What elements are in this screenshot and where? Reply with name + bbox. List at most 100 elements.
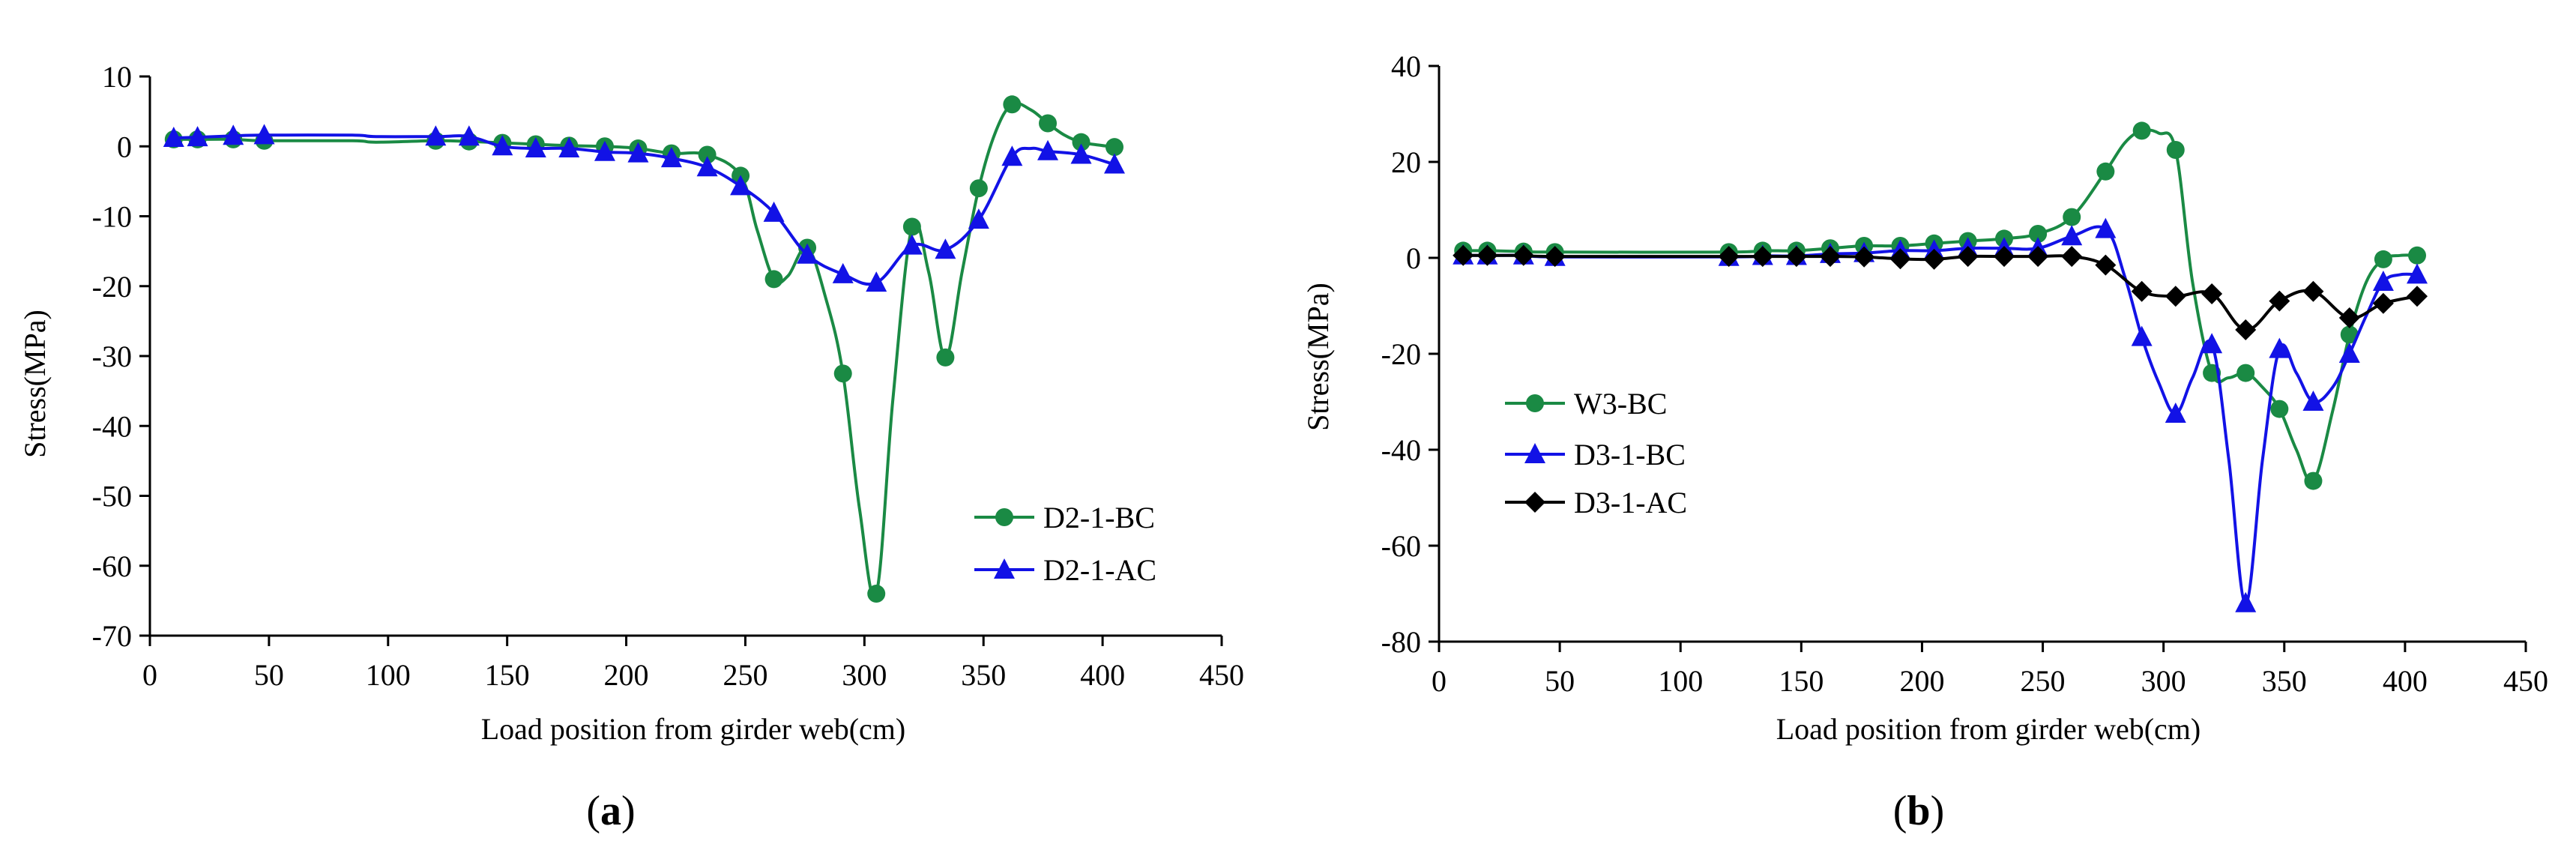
data-point-d2-1-ac-148 (492, 135, 513, 156)
data-point-d3-1-bc-362 (2302, 391, 2324, 411)
data-point-d3-1-bc-262 (2061, 225, 2083, 246)
legend-label-d2-1-ac: D2-1-AC (1043, 553, 1156, 587)
data-point-w3-bc-334 (2236, 364, 2255, 382)
data-point-d3-1-ac-248 (2027, 246, 2049, 268)
y-tick-label-a--70: -70 (92, 619, 132, 653)
data-point-d3-1-ac-219 (1957, 246, 1979, 268)
data-point-d3-1-ac-35 (1512, 244, 1534, 266)
data-point-w3-bc-362 (2304, 471, 2323, 490)
data-point-d3-1-ac-291 (2131, 280, 2153, 302)
axes-a: 0 50 100 150 200 250 300 350 400 450100-10-20-30-… (92, 60, 1244, 692)
y-tick-label-a-10: 10 (102, 60, 132, 94)
data-point-d3-1-ac-348 (2269, 290, 2290, 312)
data-point-d2-1-bc-334 (936, 348, 955, 367)
data-point-d2-1-ac-276 (797, 243, 818, 264)
y-axis-label-a: Stress(MPa) (18, 310, 52, 458)
data-point-d3-1-ac-377 (2338, 307, 2360, 328)
legend-marker-d3-1-ac (1524, 492, 1545, 513)
x-tick-label-b-150: 150 (1779, 664, 1824, 698)
data-point-w3-bc-276 (2096, 162, 2115, 181)
data-point-w3-bc-377 (2340, 325, 2359, 344)
y-tick-label-b-20: 20 (1391, 145, 1421, 179)
panel-label-a-letter: a (600, 788, 621, 834)
data-point-d3-1-ac-10 (1453, 244, 1474, 266)
data-point-d3-1-ac-120 (1718, 246, 1740, 268)
data-point-d3-1-bc-291 (2131, 325, 2153, 346)
data-point-d2-1-ac-48 (253, 124, 275, 145)
data-point-d3-1-ac-205 (1923, 248, 1945, 270)
y-tick-label-b-40: 40 (1391, 49, 1421, 83)
data-point-d3-1-ac-48 (1544, 246, 1566, 268)
data-point-w3-bc-348 (2270, 400, 2289, 418)
legend-label-d2-1-bc: D2-1-BC (1043, 501, 1155, 534)
data-point-d2-1-ac-35 (223, 124, 244, 145)
data-point-d2-1-bc-391 (1072, 133, 1091, 151)
data-point-d2-1-ac-391 (1070, 143, 1092, 164)
legend-label-d3-1-bc: D3-1-BC (1574, 438, 1686, 471)
data-point-d3-1-ac-405 (2407, 286, 2428, 307)
y-tick-label-a--20: -20 (92, 270, 132, 304)
data-point-d2-1-bc-234 (698, 145, 717, 164)
series-layer-a (163, 95, 1125, 603)
data-point-d3-1-ac-162 (1820, 246, 1841, 268)
x-tick-label-b-250: 250 (2021, 664, 2066, 698)
panel-label-b-letter: b (1907, 788, 1930, 834)
data-point-d3-1-ac-362 (2302, 280, 2324, 302)
data-point-d2-1-ac-248 (730, 175, 752, 196)
data-point-w3-bc-262 (2063, 208, 2081, 226)
series-line-d2-1-ac (173, 133, 1115, 286)
x-axis-label-b: Load position from girder web(cm) (1776, 712, 2201, 746)
y-tick-label-a--40: -40 (92, 409, 132, 443)
data-point-d2-1-bc-377 (1039, 114, 1058, 133)
y-tick-label-a--30: -30 (92, 340, 132, 373)
y-tick-label-a-0: 0 (117, 130, 132, 163)
legend-label-w3-bc: W3-BC (1574, 387, 1667, 421)
data-point-d2-1-ac-262 (763, 201, 785, 222)
y-tick-label-b--80: -80 (1381, 625, 1421, 659)
x-tick-label-b-350: 350 (2262, 664, 2307, 698)
x-tick-label-b-400: 400 (2383, 664, 2428, 698)
chart-panel-b: 0 50 100 150 200 250 300 350 400 45040200-20-40-6… (1301, 49, 2548, 834)
legend-a: D2-1-BC D2-1-AC (974, 501, 1156, 587)
axes-b: 0 50 100 150 200 250 300 350 400 45040200-20-40-6… (1381, 49, 2548, 698)
x-tick-label-a-50: 50 (254, 658, 284, 692)
x-tick-label-a-250: 250 (723, 658, 767, 692)
legend-marker-d2-1-ac (994, 558, 1015, 579)
data-point-d3-1-bc-377 (2338, 343, 2360, 363)
data-point-d3-1-bc-391 (2372, 271, 2394, 291)
data-point-w3-bc-248 (2029, 225, 2048, 243)
panel-label-b: (b) (1893, 788, 1944, 834)
data-point-d2-1-ac-219 (660, 147, 682, 168)
data-point-d2-1-ac-20 (187, 126, 208, 147)
legend-marker-d2-1-bc (995, 508, 1013, 526)
y-tick-label-a--50: -50 (92, 480, 132, 513)
y-tick-label-b--20: -20 (1381, 337, 1421, 371)
data-point-d3-1-ac-320 (2201, 283, 2223, 304)
data-point-d2-1-ac-305 (866, 271, 887, 292)
legend-b: W3-BC D3-1-BC D3-1-AC (1505, 387, 1687, 519)
x-tick-label-a-400: 400 (1080, 658, 1125, 692)
y-tick-label-a--60: -60 (92, 549, 132, 583)
legend-marker-w3-bc (1526, 394, 1544, 412)
data-point-d3-1-bc-348 (2269, 337, 2290, 358)
x-tick-label-a-300: 300 (842, 658, 887, 692)
data-point-d3-1-bc-276 (2095, 217, 2117, 238)
data-point-d2-1-bc-291 (833, 364, 852, 383)
data-point-d3-1-ac-176 (1853, 246, 1875, 268)
data-point-w3-bc-391 (2374, 250, 2392, 268)
legend-label-d3-1-ac: D3-1-AC (1574, 486, 1687, 519)
data-point-d2-1-ac-405 (1104, 153, 1125, 174)
x-tick-label-b-300: 300 (2141, 664, 2186, 698)
data-point-d2-1-ac-362 (1001, 145, 1023, 166)
series-layer-b (1453, 121, 2428, 612)
data-point-d2-1-ac-334 (935, 238, 956, 259)
series-line-d2-1-bc (173, 101, 1115, 599)
data-point-d2-1-bc-405 (1105, 138, 1123, 157)
data-point-d3-1-ac-20 (1476, 244, 1498, 266)
data-point-d3-1-ac-276 (2095, 254, 2117, 276)
data-point-d3-1-bc-405 (2407, 263, 2428, 284)
data-point-d3-1-bc-334 (2235, 591, 2257, 612)
series-d2-1-ac (163, 124, 1125, 292)
